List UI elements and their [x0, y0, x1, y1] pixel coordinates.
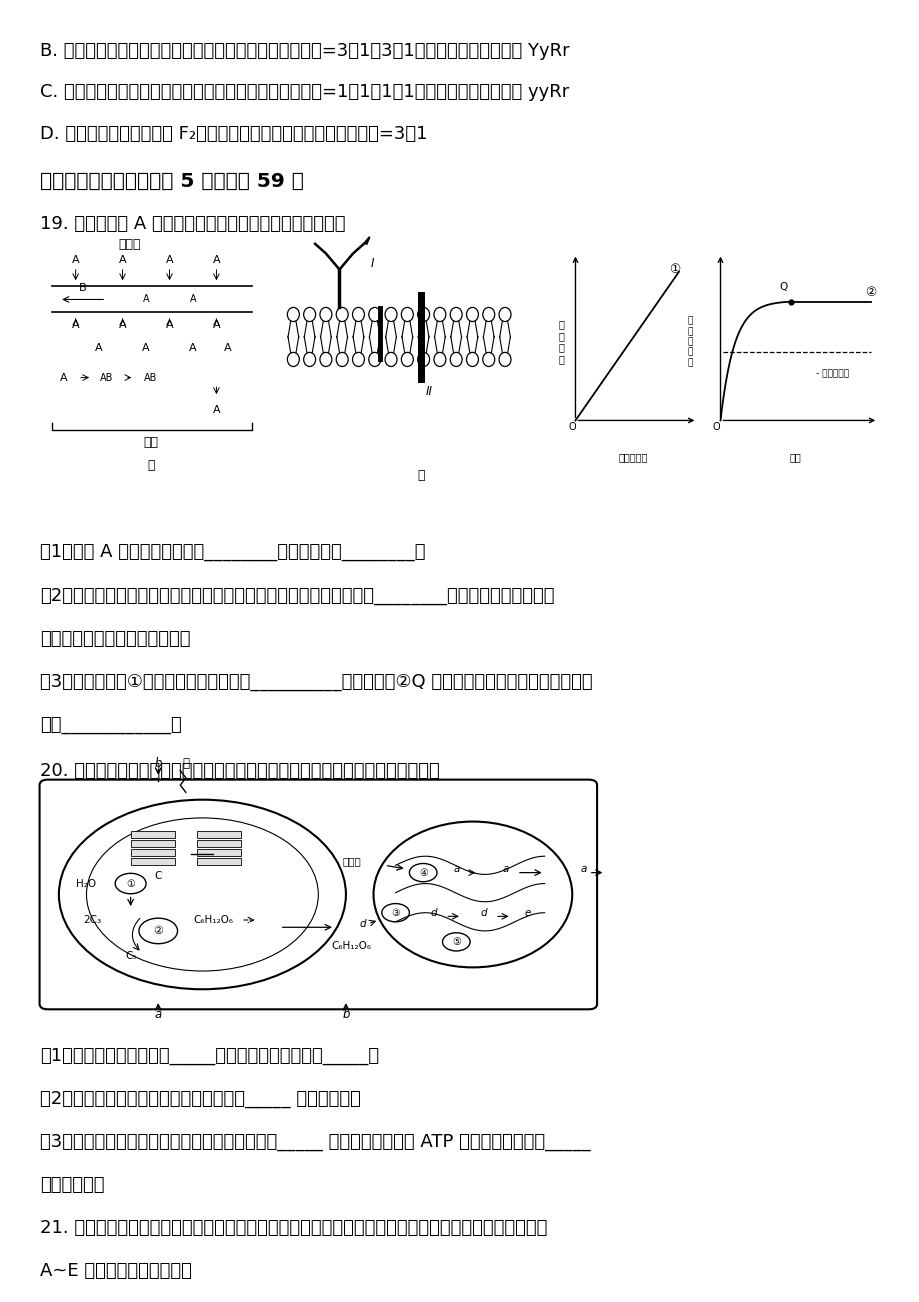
Text: （2）图甲中细胞膜是在电子显微镜下放大的结果。该膜的模型被称为________，科学家用该模型很好: （2）图甲中细胞膜是在电子显微镜下放大的结果。该膜的模型被称为________，… — [40, 587, 554, 605]
Text: A~E 为生理过程，请回答：: A~E 为生理过程，请回答： — [40, 1262, 192, 1280]
Text: 三、非选择题：本题包括 5 小题，共 59 分: 三、非选择题：本题包括 5 小题，共 59 分 — [40, 172, 304, 191]
Text: a: a — [503, 865, 508, 874]
Text: - 细胞外浓度: - 细胞外浓度 — [815, 368, 847, 378]
Text: C₆H₁₂O₆: C₆H₁₂O₆ — [331, 940, 371, 950]
Text: 甲: 甲 — [147, 460, 154, 471]
Text: d: d — [430, 907, 437, 918]
Text: A: A — [96, 344, 103, 353]
Text: a: a — [453, 865, 459, 874]
Ellipse shape — [59, 799, 346, 990]
Text: II: II — [425, 385, 432, 398]
Text: C₆H₁₂O₆: C₆H₁₂O₆ — [193, 915, 233, 924]
Ellipse shape — [86, 818, 318, 971]
Text: A: A — [72, 255, 79, 266]
Text: 时间: 时间 — [789, 452, 800, 462]
Text: d: d — [358, 919, 366, 928]
Text: ④: ④ — [418, 867, 427, 878]
Text: I: I — [369, 256, 373, 270]
Ellipse shape — [373, 822, 572, 967]
Text: A: A — [119, 320, 126, 331]
Text: C. 若杂交子代黄色圆粒：绿色圆粒：黄色皱粒：绿色皱粒=1：1：1：1，则豌豆乙的基因型是 yyRr: C. 若杂交子代黄色圆粒：绿色圆粒：黄色皱粒：绿色皱粒=1：1：1：1，则豌豆乙… — [40, 83, 569, 102]
Text: ②: ② — [153, 926, 163, 936]
Text: 20. 如图表示光合作用与呼吸作用过程中物质变化的关系，请据图回答下列问题：: 20. 如图表示光合作用与呼吸作用过程中物质变化的关系，请据图回答下列问题： — [40, 762, 440, 780]
Bar — [130, 840, 175, 848]
Text: C₅: C₅ — [125, 952, 136, 961]
Text: Q: Q — [778, 283, 787, 292]
Text: （3）图乙中曲线①反映出物质运输速率与__________有关，曲线②Q 点之前影响物质运输速率的因素可: （3）图乙中曲线①反映出物质运输速率与__________有关，曲线②Q 点之前… — [40, 673, 593, 691]
Text: 2C₃: 2C₃ — [83, 915, 101, 924]
Text: a: a — [580, 865, 585, 874]
Text: C: C — [154, 871, 162, 881]
Text: e: e — [525, 907, 530, 918]
Bar — [130, 858, 175, 866]
Text: D. 子代绿色圆粒豌豆自交 F₂性状分离及比例是绿色圆粒：绿色皱粒=3：1: D. 子代绿色圆粒豌豆自交 F₂性状分离及比例是绿色圆粒：绿色皱粒=3：1 — [40, 125, 427, 143]
Text: ①: ① — [126, 879, 135, 888]
Text: AB: AB — [99, 372, 113, 383]
Text: d: d — [480, 907, 487, 918]
Text: a: a — [154, 1008, 162, 1021]
Text: （3）有氧呼吸过程中，需要消耗水的生理过程是_____ （填序号），产生 ATP 最多的生理过程是_____: （3）有氧呼吸过程中，需要消耗水的生理过程是_____ （填序号），产生 ATP… — [40, 1133, 591, 1151]
Text: A: A — [212, 255, 220, 266]
Text: A: A — [119, 255, 126, 266]
Text: （1）物质 A 跨膜运输的方式是________，判断理由是________。: （1）物质 A 跨膜运输的方式是________，判断理由是________。 — [40, 543, 425, 561]
Text: A: A — [142, 344, 150, 353]
Text: ⑤: ⑤ — [451, 937, 460, 947]
Text: A: A — [224, 344, 232, 353]
Text: O: O — [712, 422, 720, 432]
Text: A: A — [72, 320, 79, 331]
Text: b: b — [342, 1008, 349, 1021]
Bar — [130, 831, 175, 838]
Text: 21. 在植物叶肉细胞中会同时进行光合作用和呼吸作用两种生理过程，下面是相关物质变化示意图，其中: 21. 在植物叶肉细胞中会同时进行光合作用和呼吸作用两种生理过程，下面是相关物质… — [40, 1219, 547, 1237]
Text: B. 若杂交子代黄色圆粒：绿色圆粒：黄色皱粒：绿色皱粒=3：1：3：1，则豌豆乙的基因型是 YyRr: B. 若杂交子代黄色圆粒：绿色圆粒：黄色皱粒：绿色皱粒=3：1：3：1，则豌豆乙… — [40, 42, 570, 60]
Text: b: b — [154, 756, 162, 769]
Text: 细胞膜: 细胞膜 — [119, 238, 141, 250]
Text: ③: ③ — [391, 907, 400, 918]
Text: AB: AB — [144, 372, 157, 383]
FancyBboxPatch shape — [40, 780, 596, 1009]
Text: （2）光合作用产生的氧气被中的氧来源于_____ （填物质）。: （2）光合作用产生的氧气被中的氧来源于_____ （填物质）。 — [40, 1090, 361, 1108]
Text: 细胞外浓度: 细胞外浓度 — [618, 452, 647, 462]
Text: A: A — [189, 344, 197, 353]
Bar — [197, 840, 241, 848]
Bar — [130, 849, 175, 857]
Text: 地解释了生物膜的结构及特点。: 地解释了生物膜的结构及特点。 — [40, 630, 191, 648]
Text: 放大: 放大 — [143, 436, 158, 449]
Text: ①: ① — [668, 263, 679, 276]
Bar — [197, 831, 241, 838]
Text: （填序号）。: （填序号）。 — [40, 1176, 105, 1194]
Text: A: A — [212, 320, 220, 331]
Text: A: A — [165, 320, 173, 331]
Text: 运
输
速
率: 运 输 速 率 — [558, 319, 563, 365]
Text: 乙: 乙 — [416, 469, 425, 482]
Text: A: A — [189, 294, 196, 305]
Text: 能有____________。: 能有____________。 — [40, 716, 182, 734]
Text: B: B — [79, 283, 86, 293]
Text: 丙酮酸: 丙酮酸 — [342, 857, 360, 867]
Text: 细
胞
内
浓
度: 细 胞 内 浓 度 — [687, 316, 692, 367]
Text: A: A — [142, 294, 149, 305]
Text: H₂O: H₂O — [76, 879, 96, 888]
Text: O: O — [568, 422, 575, 432]
Text: 19. 图甲是物质 A 通过细胞膜的示意图，请回答以下问题。: 19. 图甲是物质 A 通过细胞膜的示意图，请回答以下问题。 — [40, 215, 346, 233]
Text: A: A — [165, 255, 173, 266]
Bar — [197, 849, 241, 857]
Text: 光: 光 — [182, 756, 189, 769]
Text: A: A — [60, 372, 68, 383]
Text: （1）光反应进行的场所是_____，光反应为暗反应提供_____。: （1）光反应进行的场所是_____，光反应为暗反应提供_____。 — [40, 1047, 380, 1065]
Bar — [197, 858, 241, 866]
Text: A: A — [212, 405, 220, 415]
Text: ②: ② — [864, 285, 876, 298]
